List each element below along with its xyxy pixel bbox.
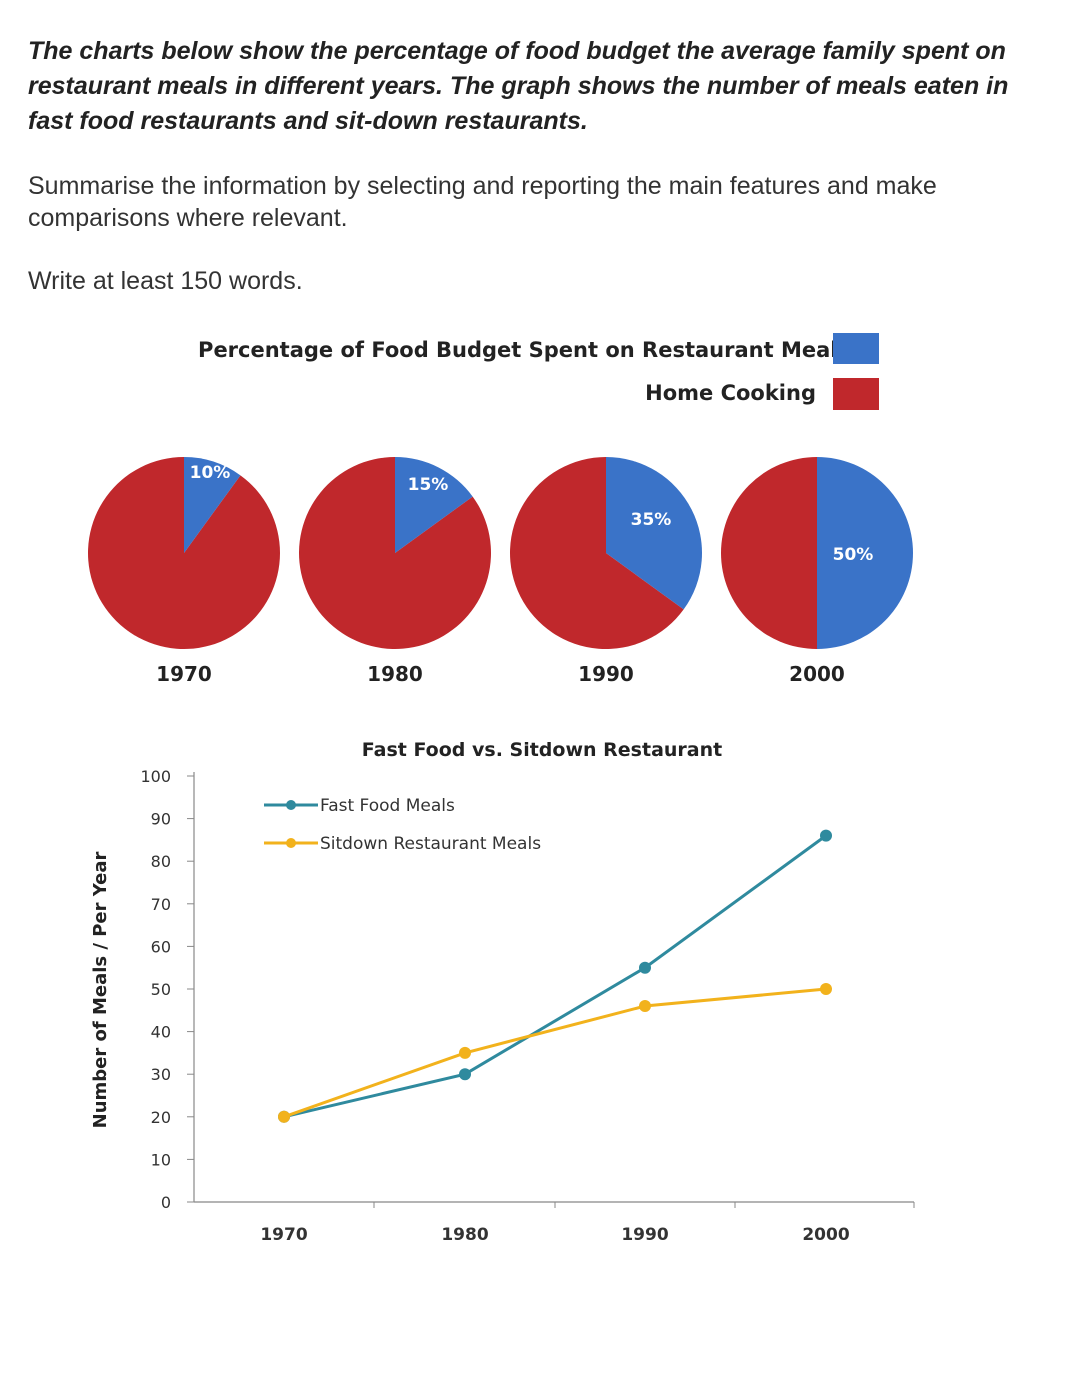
series-point-0-1990 [639, 961, 651, 974]
task-instruction: Summarise the information by selecting a… [28, 172, 937, 232]
task-prompt: The charts below show the percentage of … [28, 37, 1009, 135]
pie-slice-restaurant-2000 [817, 457, 913, 649]
series-line-1 [283, 987, 827, 1119]
line-chart-panel: Fast Food vs. Sitdown Restaurant Number … [90, 739, 915, 1245]
pie-slice-home-1990 [510, 457, 684, 649]
y-tick-label: 30 [151, 1065, 171, 1084]
pie-percent-label-2000: 50% [833, 545, 874, 565]
y-tick-label: 70 [151, 895, 171, 914]
pie-slice-home-1970 [88, 457, 281, 649]
legend-marker-0 [286, 800, 296, 810]
y-tick-label: 60 [151, 937, 171, 956]
y-tick-label: 10 [151, 1150, 171, 1169]
pie-legend-home-label: Home Cooking [645, 381, 816, 405]
pie-slice-home-2000 [721, 457, 817, 649]
pie-percent-label-1990: 35% [631, 510, 672, 530]
pie-slice-restaurant-1980 [395, 457, 473, 553]
pie-year-label-2000: 2000 [789, 662, 845, 686]
x-tick-label-1980: 1980 [441, 1225, 488, 1245]
y-axis-label: Number of Meals / Per Year [90, 852, 111, 1129]
series-point-1-1990 [639, 1000, 651, 1013]
series-point-1-1980 [459, 1046, 471, 1059]
legend-label-1: Sitdown Restaurant Meals [320, 834, 541, 854]
y-tick-label: 90 [151, 810, 171, 829]
y-tick-label: 0 [161, 1193, 171, 1212]
x-tick-label-2000: 2000 [802, 1225, 849, 1245]
line-axes: 0 10 20 30 40 50 60 70 80 90 100 1970 1980 1990 2000 [140, 767, 915, 1245]
pie-legend-home-swatch [833, 378, 879, 410]
series-point-0-2000 [820, 829, 832, 842]
x-tick-label-1970: 1970 [260, 1225, 307, 1245]
pie-percent-label-1970: 10% [190, 463, 231, 483]
y-tick-label: 20 [151, 1108, 171, 1127]
y-tick-label: 40 [151, 1023, 171, 1042]
pie-slice-restaurant-1990 [606, 457, 703, 610]
series-point-1-2000 [820, 983, 832, 995]
series-point-1-1970 [278, 1110, 290, 1123]
pie-group: 10% 1970 15% 1980 35% 1990 50% 2000 [88, 457, 913, 686]
pie-percent-label-1980: 15% [408, 475, 449, 495]
pie-slice-home-1980 [298, 457, 491, 649]
pie-legend-restaurant-label: Percentage of Food Budget Spent on Resta… [198, 338, 850, 362]
series-point-0-1980 [459, 1068, 471, 1081]
pie-slice-restaurant-1970 [184, 457, 241, 553]
line-series-group [278, 829, 832, 1123]
legend-marker-1 [286, 838, 296, 848]
line-legend: Fast Food Meals Sitdown Restaurant Meals [264, 796, 541, 854]
word-count-instruction: Write at least 150 words. [28, 267, 303, 295]
pie-year-label-1970: 1970 [156, 662, 212, 686]
pie-chart-panel: Percentage of Food Budget Spent on Resta… [88, 333, 913, 686]
legend-label-0: Fast Food Meals [320, 796, 455, 816]
y-tick-label: 80 [151, 852, 171, 871]
y-tick-label: 50 [151, 980, 171, 999]
line-chart-title: Fast Food vs. Sitdown Restaurant [362, 739, 722, 761]
pie-year-label-1990: 1990 [578, 662, 634, 686]
y-tick-label: 100 [140, 767, 171, 786]
series-line-0 [283, 834, 827, 1119]
pie-year-label-1980: 1980 [367, 662, 423, 686]
x-tick-label-1990: 1990 [621, 1225, 668, 1245]
pie-legend-restaurant-swatch [833, 333, 879, 364]
